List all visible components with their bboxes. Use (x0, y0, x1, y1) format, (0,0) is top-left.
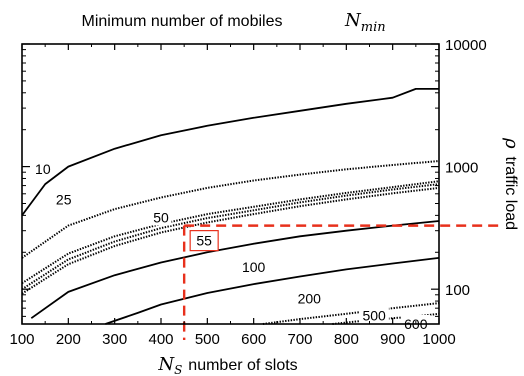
y-axis-label: ρ traffic load (501, 137, 522, 230)
contour-label-100: 100 (242, 259, 266, 275)
x-tick-label-800: 800 (334, 331, 359, 348)
contour-label-500: 500 (362, 308, 386, 324)
contour-label-bg-100 (238, 257, 269, 275)
contour-line-10-0 (21, 88, 439, 216)
plot-area: 1025505510020050060055 (21, 88, 503, 340)
contour-label-50: 50 (153, 209, 169, 225)
x-tick-label-100: 100 (9, 331, 34, 348)
contour-line-200-6 (105, 257, 440, 325)
highlight-label: 55 (196, 233, 212, 249)
contour-label-bg-25 (53, 190, 75, 208)
x-axis-text: number of slots (188, 357, 297, 374)
contour-label-bg-10 (32, 159, 54, 177)
contour-label-bg-200 (294, 289, 325, 307)
x-tick-label-300: 300 (102, 331, 127, 348)
x-tick-label-1000: 1000 (422, 331, 455, 348)
contour-line-500-7 (262, 302, 440, 325)
contour-line-100-5 (30, 220, 440, 319)
y-tick-label-1000: 1000 (445, 160, 478, 177)
x-axis-subscript: S (174, 363, 182, 376)
chart-title: Minimum number of mobiles (82, 13, 283, 30)
contour-label-200: 200 (298, 290, 322, 306)
y-axis-symbol: ρ (501, 137, 522, 149)
contour-label-25: 25 (56, 191, 72, 207)
chart-title-symbol: Nmin (344, 10, 386, 35)
contour-line-50-2 (21, 180, 440, 285)
contour-line-50-3 (21, 183, 440, 291)
contour-label-bg-50 (150, 208, 172, 226)
y-tick-label-10000: 10000 (445, 37, 487, 54)
x-tick-label-900: 900 (380, 331, 405, 348)
contour-label-bg-500 (359, 306, 389, 324)
x-tick-label-500: 500 (195, 331, 220, 348)
axis-ticks: 100 200 300 400 500 600 700 800 900 1000 100 1000 10… (9, 37, 486, 348)
x-axis-symbol: N (157, 354, 175, 375)
contour-line-25-1 (21, 160, 440, 259)
y-axis-text: traffic load (502, 157, 519, 231)
contour-line-55-4 (21, 186, 440, 295)
chart-title-subscript: min (361, 20, 386, 35)
x-tick-label-400: 400 (148, 331, 173, 348)
y-tick-label-100: 100 (445, 282, 470, 299)
x-tick-label-700: 700 (287, 331, 312, 348)
x-tick-label-600: 600 (241, 331, 266, 348)
contour-label-10: 10 (35, 161, 51, 177)
x-axis-label: NS number of slots (157, 354, 297, 376)
x-tick-label-200: 200 (56, 331, 81, 348)
chart-title-text: Minimum number of mobiles (82, 13, 283, 30)
highlight-box (189, 230, 219, 252)
